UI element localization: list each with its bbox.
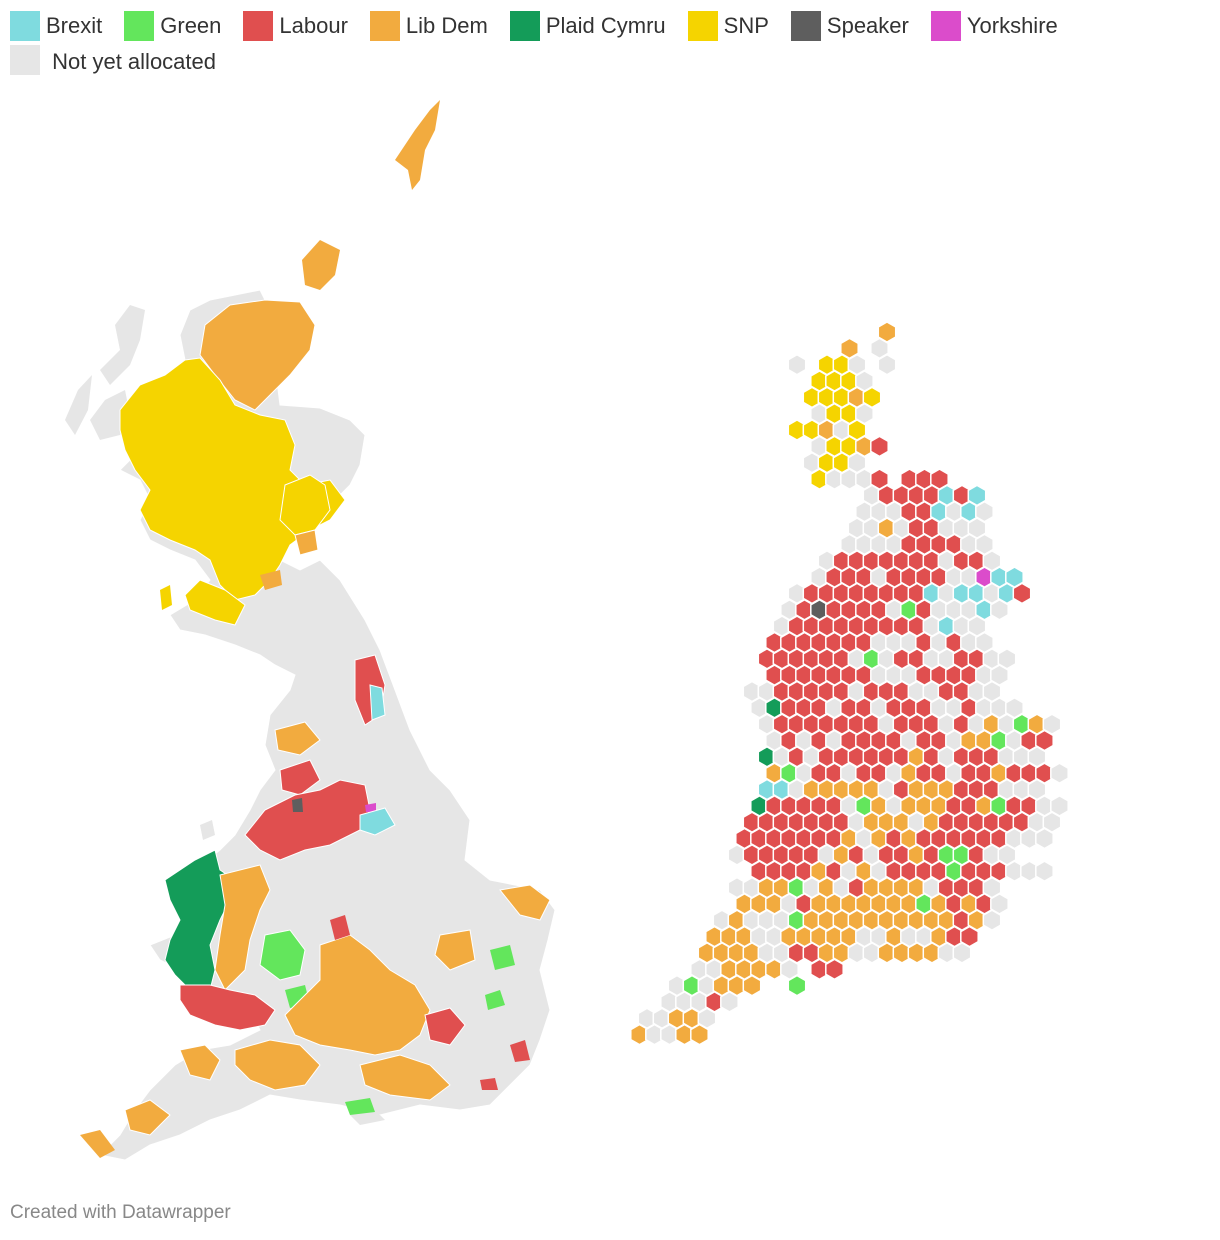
region-labour-hastings (480, 1078, 498, 1090)
legend-swatch-labour (243, 11, 274, 41)
constituency-hexagon (877, 353, 897, 376)
legend-item-speaker: Speaker (790, 8, 909, 44)
constituency-hexagon (1035, 860, 1054, 883)
constituency-hexagon (787, 353, 807, 376)
legend-label-labour: Labour (279, 13, 348, 38)
legend-swatch-yorkshire (930, 11, 961, 41)
legend-item-snp: SNP (687, 8, 769, 44)
region-lib-dem-shetland (395, 100, 440, 190)
region-green-east (490, 945, 515, 970)
region-lib-dem-norfolk (499, 884, 551, 921)
legend-item-plaid-cymru: Plaid Cymru (509, 8, 666, 44)
legend-swatch-not-yet-allocated (10, 45, 40, 75)
region-lib-dem-cornwall-west (80, 1130, 115, 1158)
region-lib-dem-devon (179, 1044, 221, 1081)
legend-item-yorkshire: Yorkshire (930, 8, 1058, 44)
constituency-hexagon (720, 991, 739, 1013)
region-lib-dem-fife (294, 529, 319, 556)
constituency-hexagon (1035, 827, 1054, 850)
legend-item-labour: Labour (243, 8, 348, 44)
region-green-midlands (259, 929, 306, 981)
footer-credit: Created with Datawrapper (10, 1202, 231, 1223)
constituency-hexagon (952, 942, 972, 964)
legend-label-yorkshire: Yorkshire (966, 13, 1058, 38)
legend-label-brexit: Brexit (46, 13, 103, 38)
region-lib-dem-south-coast (359, 1054, 451, 1101)
outer-hebrides (65, 375, 92, 435)
legend-label-snp: SNP (723, 13, 769, 38)
legend-item-brexit: Brexit (10, 8, 102, 44)
region-brexit-yorkshire (359, 807, 396, 836)
region-snp-west-isle (160, 585, 172, 610)
legend-label-not-yet-allocated: Not yet allocated (52, 49, 216, 74)
region-lib-dem-mid-wales (214, 864, 271, 991)
constituency-hexagon (870, 435, 889, 458)
hexagon-cartogram (630, 321, 1069, 1046)
region-lib-dem-orkney (302, 240, 340, 290)
region-snp-east (279, 474, 331, 536)
legend-item-lib-dem: Lib Dem (369, 8, 488, 44)
map-legend: Brexit Green Labour Lib Dem Plaid Cymru SNP Sp… (10, 8, 1210, 80)
region-brexit-north-east (369, 684, 386, 721)
constituency-hexagon (990, 598, 1009, 621)
region-lib-dem-cornwall (124, 1099, 171, 1136)
region-labour-midlands-city (330, 915, 350, 940)
legend-swatch-lib-dem (369, 11, 400, 41)
constituency-hexagon (1012, 582, 1032, 605)
legend-swatch-speaker (790, 11, 821, 41)
region-green-brighton (345, 1098, 375, 1115)
legend-label-lib-dem: Lib Dem (405, 13, 488, 38)
region-labour-lancashire (279, 759, 321, 796)
region-lib-dem-east-anglia (434, 929, 476, 971)
legend-swatch-brexit (10, 11, 40, 41)
region-lib-dem-edinburgh (260, 570, 282, 590)
constituency-hexagon (982, 909, 1002, 932)
legend-label-plaid-cymru: Plaid Cymru (545, 13, 666, 38)
legend-item-green: Green (124, 8, 221, 44)
legend-label-speaker: Speaker (826, 13, 909, 38)
scotland-northwest-coast (100, 305, 145, 385)
constituency-hexagon (742, 974, 762, 997)
region-labour-kent (510, 1040, 530, 1062)
constituency-hexagon (1050, 762, 1069, 785)
isle-of-man (200, 820, 215, 840)
region-lib-dem-westmorland (274, 721, 321, 756)
region-speaker (292, 798, 303, 812)
legend-swatch-snp (687, 11, 718, 41)
constituency-hexagon (825, 958, 844, 981)
legend-swatch-plaid-cymru (509, 11, 540, 41)
region-yorkshire (365, 803, 376, 812)
region-labour-south-wales (179, 984, 276, 1031)
legend-label-green: Green (160, 13, 222, 38)
constituency-hexagon (690, 1023, 709, 1046)
legend-item-not-yet-allocated: Not yet allocated (10, 45, 216, 75)
geographic-constituency-map (65, 100, 556, 1161)
region-labour-london (424, 1007, 466, 1046)
constituency-hexagon (787, 974, 807, 997)
region-lib-dem-central-south (284, 934, 431, 1056)
region-snp-central (184, 579, 246, 626)
legend-swatch-green (124, 11, 155, 41)
region-green-essex (485, 990, 505, 1010)
region-lib-dem-somerset (234, 1039, 321, 1091)
